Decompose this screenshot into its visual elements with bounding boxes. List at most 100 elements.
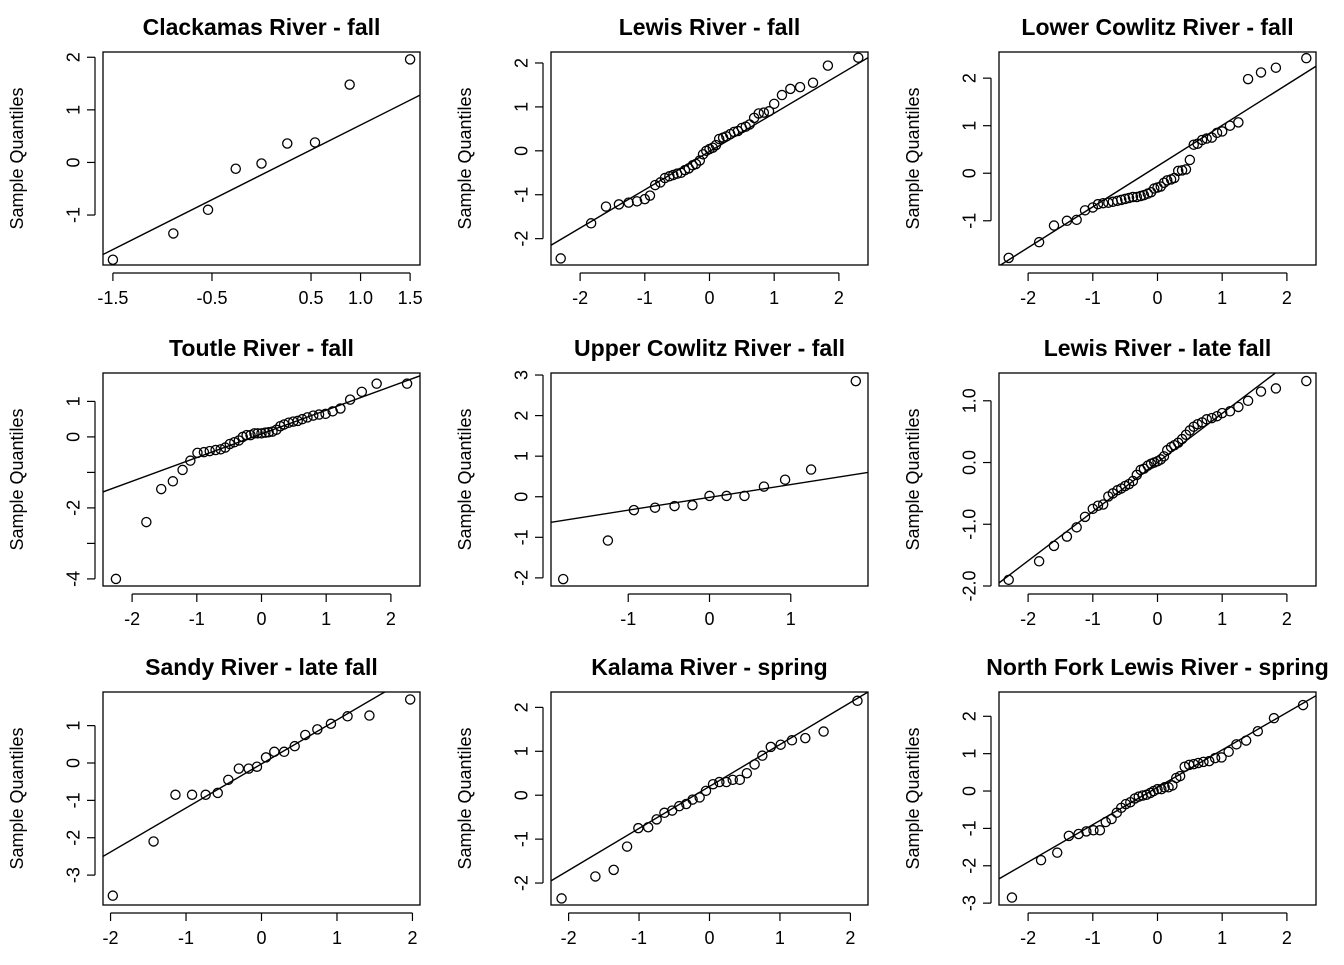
qq-point [1209,752,1221,764]
panel-title: Kalama River - spring [591,654,827,680]
y-tick-label: -3 [63,867,83,883]
y-tick-label: -2.0 [959,570,979,601]
qq-point [758,481,770,492]
y-tick-label: -1 [959,213,979,229]
y-tick-label: -1 [511,529,531,545]
qq-point [623,197,634,208]
x-tick-label: -1 [1085,288,1101,308]
x-tick-label: -0.5 [196,288,227,308]
x-tick-label: -2 [1020,288,1036,308]
qq-point [621,841,633,852]
qq-point [741,767,753,779]
qq-point [1120,798,1132,810]
qq-point [1206,412,1218,424]
qq-point [1119,193,1131,205]
qq-point [168,228,179,239]
qq-point [1071,214,1082,226]
y-tick-label: 1 [63,721,83,731]
qq-point [230,163,241,175]
qq-point [202,204,214,216]
qq-point [278,419,290,430]
plot-frame [102,691,421,906]
plot-frame [998,691,1317,906]
qq-point [739,490,750,502]
plot-frame [550,691,869,906]
qq-point [260,427,271,438]
qq-point [256,158,267,169]
qq-point [1071,522,1082,533]
qq-point [1242,73,1254,85]
x-tick-label: -1 [1085,928,1101,948]
qq-point [260,752,272,763]
x-tick-label: 1 [775,928,785,948]
qq-point [233,763,245,774]
qq-point [1006,892,1018,903]
x-tick-label: -2 [103,928,119,948]
qq-point [721,776,732,788]
qq-point [1174,770,1186,782]
y-tick-label: 0 [63,157,83,167]
qq-point [1127,191,1139,203]
qq-point [1270,383,1282,394]
qq-panel: Lewis River - late fall Sample Quantiles -… [903,335,1317,629]
x-tick-label: 0 [1152,609,1162,629]
qq-point [256,428,267,439]
qq-point [727,774,738,786]
qq-point [651,814,662,825]
qq-point [608,864,619,876]
qq-point [371,378,382,389]
qq-point [642,822,654,833]
qq-point [757,750,768,761]
qq-point [721,490,732,502]
qq-point [300,729,311,741]
qq-point [590,871,601,882]
qq-point [1161,175,1173,186]
qq-point [167,476,179,487]
qq-point [1196,134,1208,146]
qq-point [1033,236,1045,248]
x-tick-label: -1 [620,609,636,629]
qq-point [1240,735,1252,746]
qq-point [734,774,746,786]
qq-point [1081,826,1092,837]
panel-title: Sandy River - late fall [145,654,378,680]
qq-reference-line [103,94,420,256]
y-axis-label: Sample Quantiles [455,408,475,550]
y-tick-label: -2 [63,500,83,516]
qq-point [1063,830,1075,842]
y-tick-label: -2 [511,570,531,586]
qq-point [800,732,811,744]
qq-point [185,455,196,466]
qq-point [1003,574,1014,586]
qq-point [1051,847,1063,858]
y-axis-label: Sample Quantiles [7,408,27,550]
qq-point [251,761,263,772]
qq-point [1193,757,1204,769]
x-tick-label: 0 [1152,288,1162,308]
qq-point [309,137,321,148]
qq-point [1201,133,1212,144]
qq-point [585,218,597,229]
y-tick-label: -3 [959,895,979,911]
y-axis-label: Sample Quantiles [7,727,27,869]
qq-point [212,787,223,799]
qq-point [1137,790,1148,801]
y-axis-label: Sample Quantiles [903,408,923,550]
qq-reference-line [999,65,1316,265]
qq-point [1073,828,1084,840]
panel-title: Clackamas River - fall [143,14,381,40]
x-tick-label: 1 [769,288,779,308]
qq-point [364,710,375,721]
qq-point [850,375,862,387]
qq-point [758,107,770,118]
y-tick-label: 1 [63,105,83,115]
qq-point [1268,712,1280,724]
qq-point [694,792,705,803]
x-tick-label: 2 [845,928,855,948]
x-tick-label: -2 [572,288,588,308]
qq-point [555,253,566,264]
y-tick-label: 0 [63,758,83,768]
x-tick-label: -2 [561,928,577,948]
